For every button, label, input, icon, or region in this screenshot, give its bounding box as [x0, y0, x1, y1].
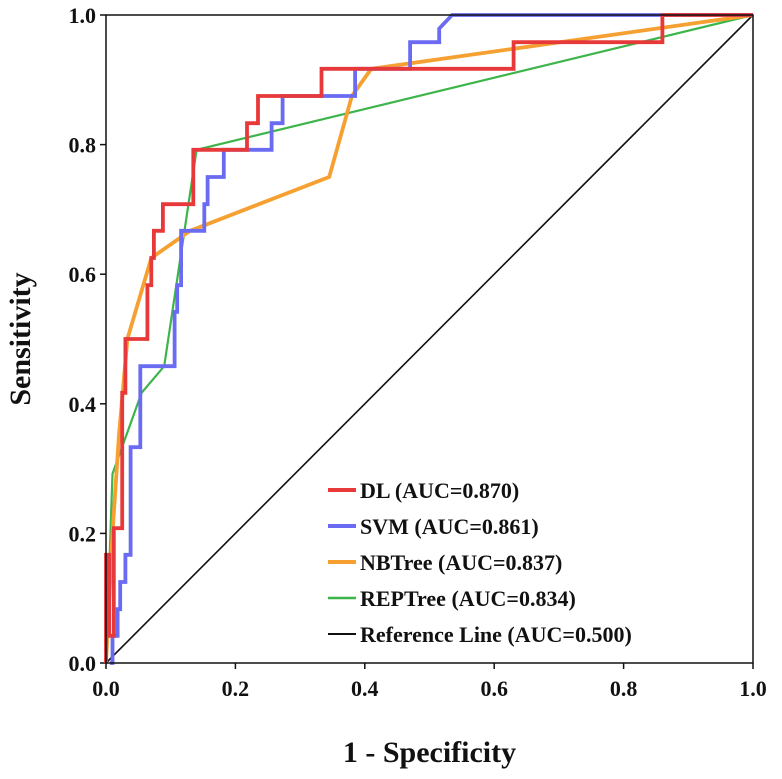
x-tick-label: 1.0	[739, 676, 767, 701]
legend-label: DL (AUC=0.870)	[360, 478, 519, 503]
roc-curve-dl	[104, 13, 753, 663]
y-tick-label: 1.0	[69, 3, 97, 28]
legend-label: Reference Line (AUC=0.500)	[360, 622, 632, 647]
legend-label: REPTree (AUC=0.834)	[360, 586, 576, 611]
y-tick-label: 0.4	[69, 392, 97, 417]
y-tick-label: 0.0	[69, 651, 97, 676]
x-tick-label: 0.2	[222, 676, 250, 701]
plot-frame	[105, 14, 754, 664]
x-tick-label: 0.4	[351, 676, 379, 701]
x-tick-label: 0.0	[92, 676, 120, 701]
y-tick-label: 0.6	[69, 262, 97, 287]
x-axis-title: 1 - Specificity	[343, 736, 516, 769]
x-tick-label: 0.6	[480, 676, 508, 701]
roc-curve-reference-line	[105, 14, 754, 664]
legend-label: SVM (AUC=0.861)	[360, 514, 539, 539]
y-axis-title: Sensitivity	[4, 272, 37, 405]
x-tick-label: 0.8	[610, 676, 638, 701]
axis-ticks: 0.0 0.2 0.4 0.6 0.8 1.0 0.0 0.2 0.4 0.6 0.8 1.0	[69, 3, 767, 701]
y-tick-label: 0.8	[69, 133, 97, 158]
legend: DL (AUC=0.870) SVM (AUC=0.861) NBTree (AUC…	[328, 478, 632, 647]
legend-label: NBTree (AUC=0.837)	[360, 550, 562, 575]
roc-curves	[104, 13, 754, 665]
roc-curve-reptree	[104, 13, 754, 664]
roc-curve-nbtree	[104, 13, 754, 664]
y-tick-label: 0.2	[69, 521, 97, 546]
